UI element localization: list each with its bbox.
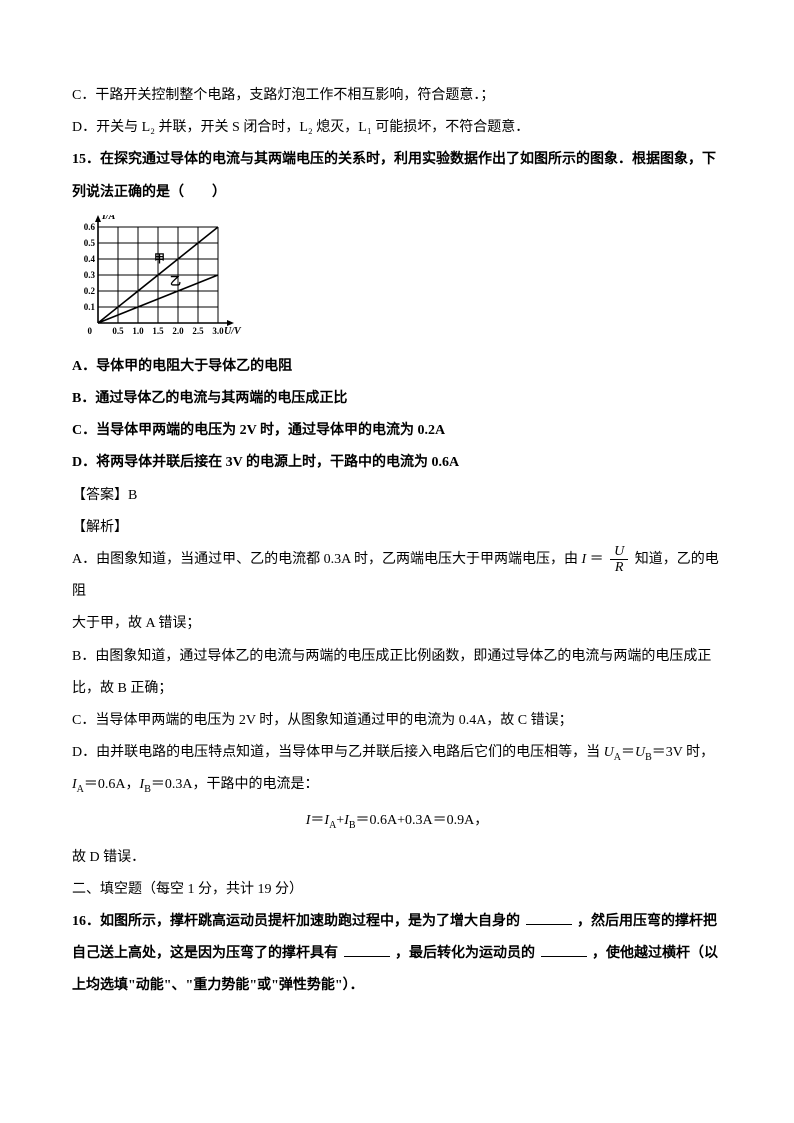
q14-option-d: D．开关与 L₂ 并联，开关 S 闭合时，L₂ 熄灭，L₁ 可能损坏，不符合题意… [72, 112, 722, 144]
q15-explain-d1: D．由并联电路的电压特点知道，当导体甲与乙并联后接入电路后它们的电压相等，当 U… [72, 737, 722, 801]
svg-text:U/V: U/V [224, 326, 242, 337]
explain-a-var: I [581, 552, 586, 567]
q15-option-d: D．将两导体并联后接在 3V 的电源上时，干路中的电流为 0.6A [72, 447, 722, 479]
q15-option-c: C．当导体甲两端的电压为 2V 时，通过导体甲的电流为 0.2A [72, 415, 722, 447]
explain-d1-ub: U [635, 745, 645, 760]
q16-blank1 [526, 911, 572, 925]
q15-explain-dend: 故 D 错误． [72, 842, 722, 874]
svg-text:1.5: 1.5 [152, 326, 164, 336]
svg-text:乙: 乙 [170, 274, 181, 287]
svg-text:I/A: I/A [101, 215, 116, 222]
sub-b1: B [645, 752, 652, 763]
explain-d1-ua: U [604, 745, 614, 760]
q16-blank3 [541, 944, 587, 958]
svg-text:0.4: 0.4 [84, 254, 96, 264]
svg-text:3.0: 3.0 [212, 326, 224, 336]
section2-title: 二、填空题（每空 1 分，共计 19 分） [72, 874, 722, 906]
svg-text:0.3: 0.3 [84, 270, 96, 280]
svg-text:1.0: 1.0 [132, 326, 144, 336]
q15-explain-a: A．由图象知道，当通过甲、乙的电流都 0.3A 时，乙两端电压大于甲两端电压，由… [72, 544, 722, 608]
q15-answer: 【答案】B [72, 480, 722, 512]
fraction-u-over-r: U R [610, 544, 628, 576]
q16-blank2 [344, 944, 390, 958]
q15-graph: 甲乙 0.1 0.2 0.3 0.4 0.5 0.6 0.5 1.0 1.5 2.0 2.5 3.0 0 I… [72, 215, 722, 343]
q15-stem: 15．在探究通过导体的电流与其两端电压的关系时，利用实验数据作出了如图所示的图象… [72, 144, 722, 208]
svg-text:0.1: 0.1 [84, 302, 96, 312]
sub-a2: A [77, 784, 84, 795]
q16-pre: 16．如图所示，撑杆跳高运动员提杆加速助跑过程中，是为了增大自身的 [72, 914, 524, 929]
svg-text:0.5: 0.5 [112, 326, 124, 336]
q15-option-b: B．通过导体乙的电流与其两端的电压成正比 [72, 383, 722, 415]
q16-mid2: ，最后转化为运动员的 [392, 946, 539, 961]
svg-text:2.5: 2.5 [192, 326, 204, 336]
fraction-den: R [610, 560, 628, 575]
sub-a1: A [614, 752, 621, 763]
iv-chart: 甲乙 0.1 0.2 0.3 0.4 0.5 0.6 0.5 1.0 1.5 2.0 2.5 3.0 0 I… [72, 215, 242, 343]
explain-d1-text: D．由并联电路的电压特点知道，当导体甲与乙并联后接入电路后它们的电压相等，当 [72, 745, 604, 760]
fraction-num: U [610, 544, 628, 560]
q15-formula: I＝IA+IB＝0.6A+0.3A＝0.9A， [72, 805, 722, 837]
explain-a-pre: A．由图象知道，当通过甲、乙的电流都 0.3A 时，乙两端电压大于甲两端电压，由 [72, 552, 578, 567]
q15-explain-b: B．由图象知道，通过导体乙的电流与两端的电压成正比例函数，即通过导体乙的电流与两… [72, 641, 722, 705]
q15-explain-a2: 大于甲，故 A 错误； [72, 608, 722, 640]
sub-b2: B [144, 784, 151, 795]
svg-text:0: 0 [88, 326, 93, 336]
q15-explain-label: 【解析】 [72, 512, 722, 544]
svg-text:0.5: 0.5 [84, 238, 96, 248]
svg-text:2.0: 2.0 [172, 326, 184, 336]
svg-text:0.6: 0.6 [84, 222, 96, 232]
q14-option-c: C．干路开关控制整个电路，支路灯泡工作不相互影响，符合题意．； [72, 80, 722, 112]
q16-stem: 16．如图所示，撑杆跳高运动员提杆加速助跑过程中，是为了增大自身的 ，然后用压弯… [72, 906, 722, 1003]
equals-sign: ＝ [590, 552, 604, 567]
q15-option-a: A．导体甲的电阻大于导体乙的电阻 [72, 351, 722, 383]
svg-text:甲: 甲 [154, 252, 165, 265]
svg-text:0.2: 0.2 [84, 286, 96, 296]
q15-explain-c: C．当导体甲两端的电压为 2V 时，从图象知道通过甲的电流为 0.4A，故 C … [72, 705, 722, 737]
